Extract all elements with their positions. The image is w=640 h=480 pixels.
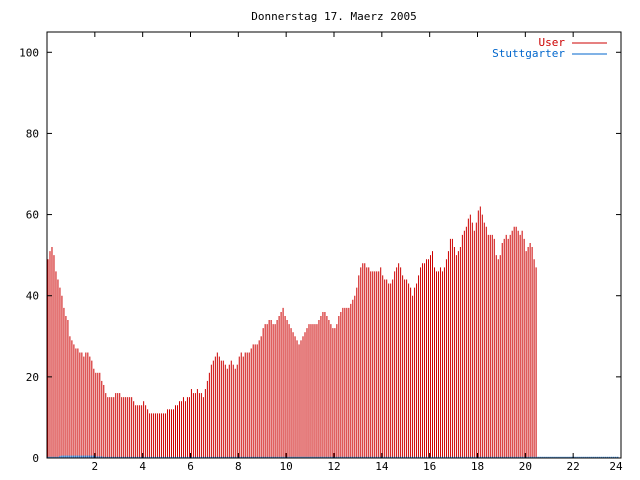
x-tick-label: 24 (609, 460, 623, 473)
x-tick-label: 22 (567, 460, 580, 473)
x-tick-label: 8 (235, 460, 242, 473)
y-tick-label: 80 (26, 127, 39, 140)
x-tick-label: 16 (423, 460, 436, 473)
chart-title: Donnerstag 17. Maerz 2005 (251, 10, 417, 23)
legend-label-user: User (539, 36, 566, 49)
legend: User Stuttgarter (492, 36, 607, 60)
y-axis: 0 20 40 60 80 100 (19, 46, 621, 465)
x-tick-label: 2 (92, 460, 99, 473)
y-tick-label: 0 (32, 452, 39, 465)
y-tick-label: 20 (26, 371, 39, 384)
y-tick-label: 60 (26, 209, 39, 222)
x-tick-label: 12 (327, 460, 340, 473)
y-tick-label: 100 (19, 46, 39, 59)
series-user-bars (47, 206, 537, 458)
x-tick-label: 6 (187, 460, 194, 473)
x-tick-label: 14 (375, 460, 389, 473)
x-tick-label: 20 (519, 460, 532, 473)
x-tick-label: 18 (471, 460, 484, 473)
x-tick-label: 10 (280, 460, 293, 473)
plot-frame (46, 31, 622, 459)
x-axis: 2 4 6 8 10 12 14 16 18 20 22 24 (92, 32, 623, 473)
x-tick-label: 4 (139, 460, 146, 473)
legend-label-stuttgarter: Stuttgarter (492, 47, 565, 60)
y-tick-label: 40 (26, 290, 39, 303)
